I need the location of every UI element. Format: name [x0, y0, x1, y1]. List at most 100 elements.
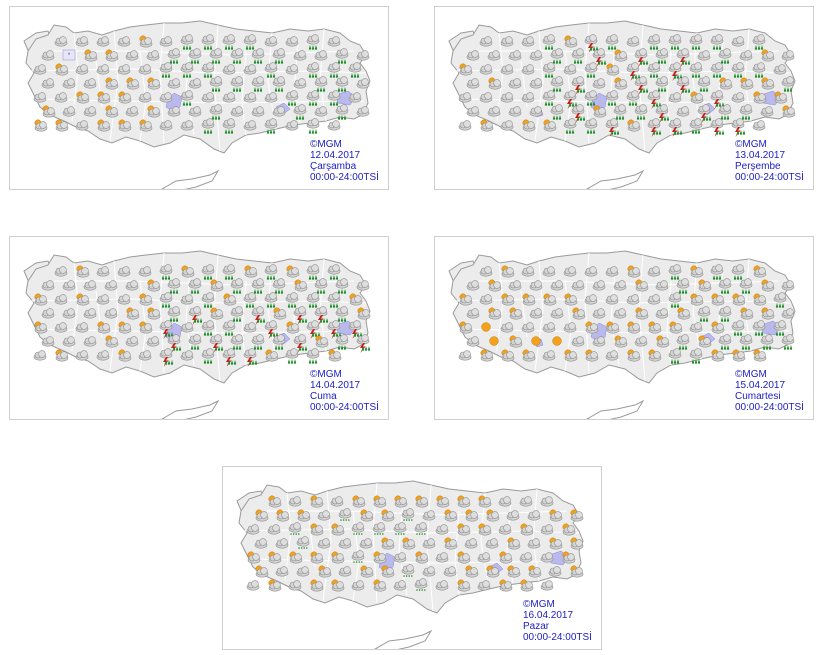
partly-cloudy-icon	[690, 265, 704, 278]
cloudy-icon	[159, 36, 173, 47]
rain-icon	[668, 348, 682, 364]
rain-icon	[209, 76, 223, 92]
cloudy-icon	[33, 92, 47, 103]
sunny-icon	[552, 336, 562, 346]
partly-cloudy-icon	[118, 321, 132, 334]
cloudy-icon	[479, 266, 493, 277]
cloudy-icon	[338, 538, 352, 549]
panel-caption: ©MGM 12.04.2017 Çarşamba 00:00-24:00TSİ	[310, 139, 379, 183]
rain-icon	[731, 320, 745, 336]
rain-icon	[222, 264, 236, 280]
thunderstorm-icon	[209, 334, 224, 353]
rain-icon	[327, 264, 341, 280]
rain-icon	[306, 264, 320, 280]
partly-cloudy-icon	[310, 523, 324, 536]
partly-cloudy-icon	[698, 279, 712, 292]
partly-cloudy-icon	[711, 293, 725, 306]
rain-icon	[201, 62, 215, 78]
cloudy-icon	[668, 92, 682, 103]
rain-icon	[731, 264, 745, 280]
partly-cloudy-icon	[105, 105, 119, 118]
partly-cloudy-icon	[244, 265, 258, 278]
rain-icon	[180, 90, 194, 106]
province-border	[398, 500, 408, 596]
rain-icon	[327, 90, 341, 106]
cloudy-icon	[466, 280, 480, 291]
rain-icon	[689, 348, 703, 364]
thunderstorm-icon	[348, 320, 363, 339]
partly-cloudy-icon	[499, 579, 513, 592]
rain-icon	[251, 48, 265, 64]
forecast-panel-5: ©MGM 16.04.2017 Pazar 00:00-24:00TSİ	[222, 466, 602, 650]
partly-cloudy-icon	[761, 279, 775, 292]
copyright-label: ©MGM	[523, 599, 555, 610]
cloudy-icon	[479, 36, 493, 47]
copyright-label: ©MGM	[310, 139, 342, 150]
cloudy-icon	[317, 538, 331, 549]
rain-icon	[634, 104, 648, 120]
cloudy-icon	[540, 496, 554, 507]
cloudy-icon	[54, 266, 68, 277]
rain-icon	[209, 48, 223, 64]
cloudy-icon	[592, 308, 606, 319]
rain-icon	[306, 292, 320, 308]
cloudy-icon	[96, 350, 110, 361]
time-range-label: 00:00-24:00TSİ	[735, 402, 804, 413]
rain-icon	[781, 334, 795, 350]
cloudy-icon	[584, 294, 598, 305]
cloudy-icon	[125, 280, 139, 291]
partly-cloudy-icon	[711, 321, 725, 334]
cloudy-icon	[731, 36, 745, 47]
partly-cloudy-icon	[97, 119, 111, 132]
cloudy-icon	[521, 322, 535, 333]
rain-icon	[314, 76, 328, 92]
partly-cloudy-icon	[273, 307, 287, 320]
partly-cloudy-icon	[740, 307, 754, 320]
rain-icon	[697, 76, 711, 92]
thunderstorm-icon	[710, 90, 725, 109]
partly-cloudy-icon	[34, 293, 48, 306]
cloudy-icon	[222, 92, 236, 103]
province-border	[109, 260, 119, 372]
partly-cloudy-icon	[310, 551, 324, 564]
cloudy-icon	[54, 294, 68, 305]
rain-icon	[243, 292, 257, 308]
partly-cloudy-icon	[84, 49, 98, 62]
partly-cloudy-icon	[118, 119, 132, 132]
sunny-icon	[489, 336, 499, 346]
cloudy-icon	[317, 510, 331, 521]
rain-icon	[335, 76, 349, 92]
cloudy-icon	[626, 36, 640, 47]
thunderstorm-icon	[584, 34, 599, 53]
cloudy-icon	[54, 92, 68, 103]
cloudy-icon	[466, 106, 480, 117]
rain-icon	[251, 334, 265, 350]
partly-cloudy-icon	[740, 77, 754, 90]
rain-icon	[563, 118, 577, 134]
partly-cloudy-icon	[719, 77, 733, 90]
cloudy-icon	[285, 64, 299, 75]
day-label: Pazar	[523, 621, 550, 632]
thunderstorm-icon	[159, 348, 174, 367]
rain-icon	[710, 264, 724, 280]
copyright-label: ©MGM	[735, 139, 767, 150]
partly-cloudy-icon	[465, 509, 479, 522]
cloudy-icon	[458, 120, 472, 131]
cloudy-icon	[479, 294, 493, 305]
cloudy-icon	[251, 106, 265, 117]
time-range-label: 00:00-24:00TSİ	[523, 632, 592, 643]
cloudy-icon	[75, 64, 89, 75]
cloudy-icon	[458, 350, 472, 361]
partly-cloudy-icon	[627, 265, 641, 278]
thunderstorm-icon	[634, 48, 649, 67]
partly-cloudy-icon	[381, 537, 395, 550]
partly-cloudy-icon	[522, 293, 536, 306]
cloudy-icon	[180, 294, 194, 305]
cloudy-icon	[542, 322, 556, 333]
partly-cloudy-icon	[444, 509, 458, 522]
cloudy-icon	[246, 524, 260, 535]
rain-icon	[752, 34, 766, 50]
partly-cloudy-icon	[360, 509, 374, 522]
cloudy-icon	[571, 280, 585, 291]
svg-text:*: *	[68, 53, 71, 59]
